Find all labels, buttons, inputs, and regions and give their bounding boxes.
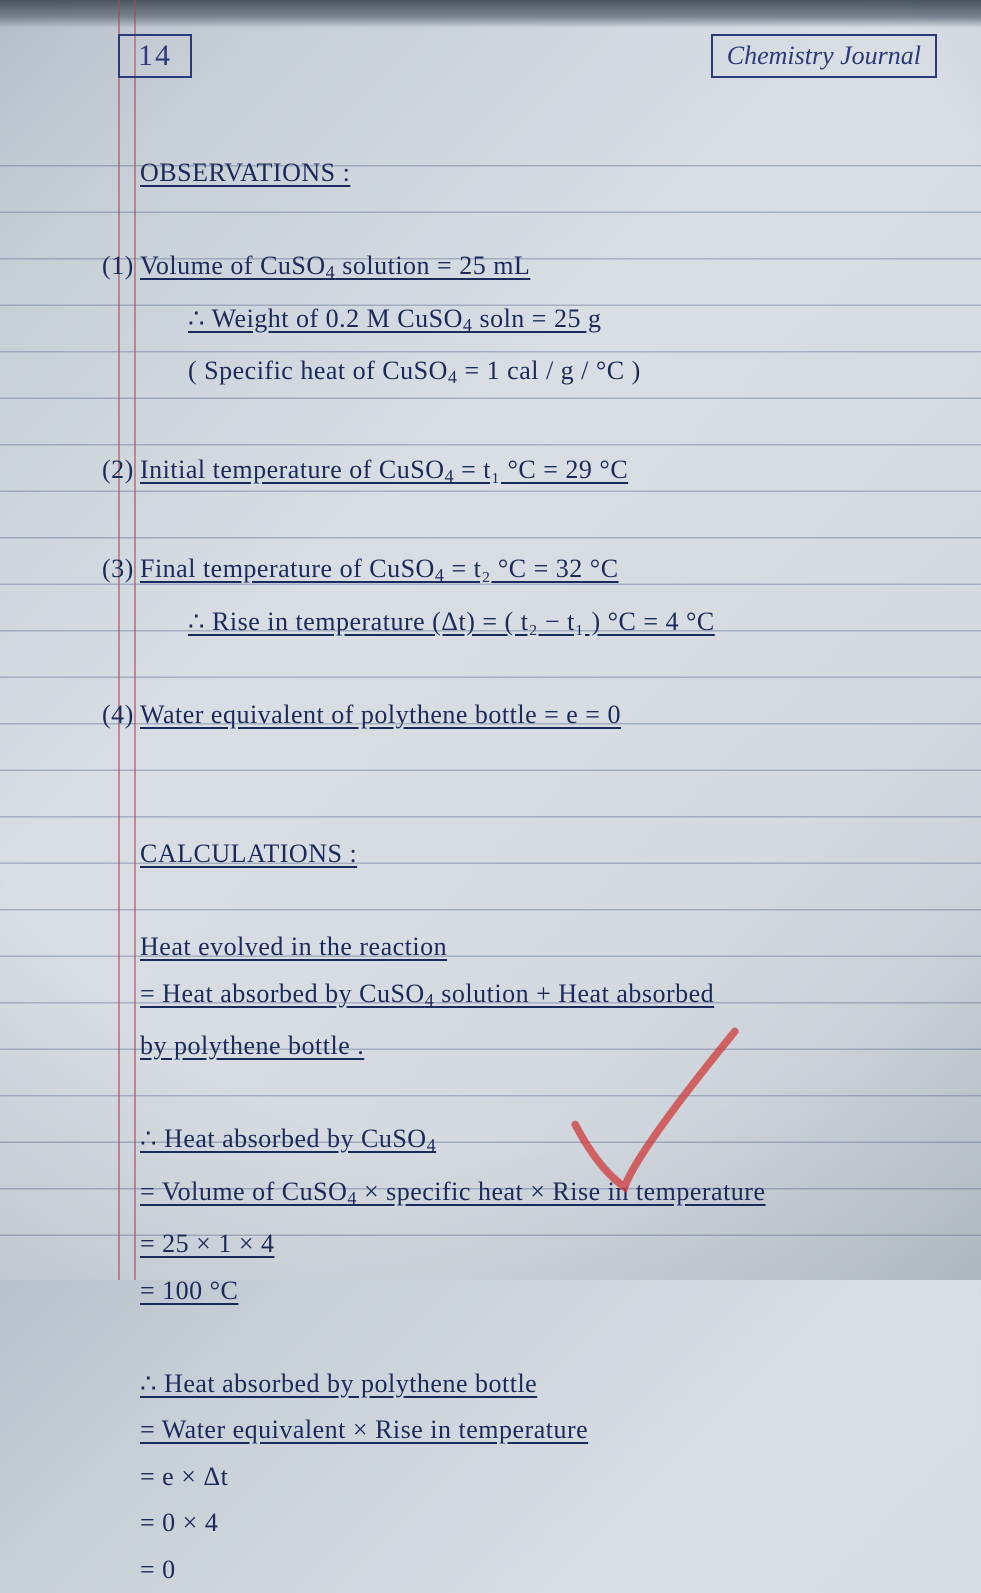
observations-heading: OBSERVATIONS :: [140, 158, 350, 187]
left-margin-rule: [118, 0, 136, 1280]
obs-3-num: (3): [102, 546, 134, 593]
handwritten-content: OBSERVATIONS : (1) Volume of CuSO4 solut…: [140, 150, 951, 1593]
page-number: 14: [138, 39, 172, 73]
obs-4: Water equivalent of polythene bottle = e…: [140, 700, 621, 729]
calc-9: = Water equivalent × Rise in temperature: [140, 1415, 588, 1444]
obs-1a: Volume of CuSO4 solution = 25 mL: [140, 251, 530, 280]
calc-4: ∴ Heat absorbed by CuSO4: [140, 1124, 436, 1153]
calculations-heading: CALCULATIONS :: [140, 839, 357, 868]
calc-3: by polythene bottle .: [140, 1031, 364, 1060]
calc-8: ∴ Heat absorbed by polythene bottle: [140, 1369, 537, 1398]
obs-3a: Final temperature of CuSO4 = t₂ °C = 32 …: [140, 554, 619, 583]
calc-1: Heat evolved in the reaction: [140, 932, 447, 961]
obs-1c: ( Specific heat of CuSO4 = 1 cal / g / °…: [188, 356, 641, 385]
obs-1b: ∴ Weight of 0.2 M CuSO4 soln = 25 g: [188, 304, 601, 333]
calc-10: = e × Δt: [140, 1462, 228, 1491]
journal-title-box: Chemistry Journal: [711, 34, 937, 78]
obs-1-num: (1): [102, 243, 134, 290]
calc-12: = 0: [140, 1555, 176, 1584]
calc-5: = Volume of CuSO4 × specific heat × Rise…: [140, 1177, 766, 1206]
journal-title: Chemistry Journal: [727, 41, 921, 71]
calc-6: = 25 × 1 × 4: [140, 1229, 275, 1258]
obs-2: Initial temperature of CuSO4 = t₁ °C = 2…: [140, 455, 628, 484]
calc-2: = Heat absorbed by CuSO4 solution + Heat…: [140, 979, 714, 1008]
obs-2-num: (2): [102, 447, 134, 494]
calc-11: = 0 × 4: [140, 1508, 218, 1537]
obs-3b: ∴ Rise in temperature (Δt) = ( t₂ − t₁ )…: [188, 607, 715, 636]
page-number-box: 14: [118, 34, 192, 78]
obs-4-num: (4): [102, 692, 134, 739]
binding-shadow: [0, 0, 981, 28]
